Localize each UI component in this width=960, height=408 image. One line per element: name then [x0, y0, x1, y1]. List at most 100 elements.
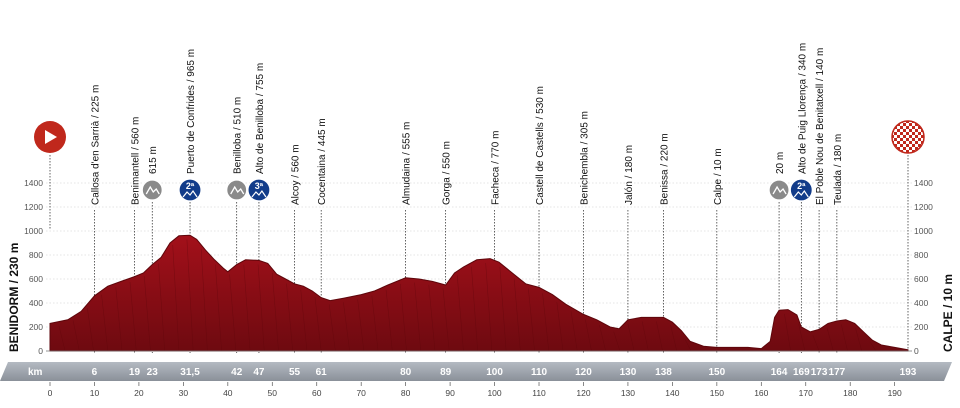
x-tick-label: 50	[268, 388, 278, 398]
x-tick-label: 190	[888, 388, 902, 398]
km-band-bar	[0, 362, 952, 381]
x-tick-label: 170	[799, 388, 813, 398]
waypoint-labels: Callosa d'en Sarrià / 225 m Benimantell /…	[90, 43, 843, 205]
y-tick-label-right: 400	[914, 298, 928, 308]
relief-streak	[798, 323, 806, 352]
start-finish-markers: BENIDORM / 230 m CALPE / 10 m	[7, 120, 955, 352]
y-tick-label-right: 1400	[914, 178, 933, 188]
relief-streak	[556, 301, 564, 352]
waypoint-label: Calpe / 10 m	[713, 148, 724, 205]
km-waypoint-label: 47	[253, 367, 265, 378]
km-waypoint-label: 130	[620, 367, 637, 378]
relief-streak	[584, 319, 592, 352]
relief-streak	[101, 294, 109, 352]
km-waypoint-label: 100	[486, 367, 503, 378]
elevation-profile	[46, 234, 912, 352]
relief-streak	[400, 283, 407, 352]
relief-streak	[656, 321, 663, 352]
waypoint-label: Puerto de Confrides / 965 m	[186, 49, 197, 174]
relief-streak	[570, 311, 578, 352]
km-waypoint-label: 164	[771, 367, 788, 378]
relief-streak	[542, 293, 550, 352]
relief-streak	[826, 327, 834, 352]
relief-streak	[271, 272, 279, 352]
km-waypoint-label: 55	[289, 367, 301, 378]
relief-streak	[599, 325, 606, 352]
climb-category-label: 2ª	[797, 181, 806, 191]
relief-streak	[243, 264, 251, 352]
km-waypoint-label: 138	[655, 367, 672, 378]
relief-streak	[58, 325, 66, 352]
relief-streak	[442, 288, 450, 352]
relief-streak	[314, 296, 322, 352]
climb-category-label: 3ª	[255, 181, 264, 191]
relief-streak	[869, 341, 877, 352]
relief-streak	[328, 304, 336, 352]
waypoint-label: Jalón / 180 m	[624, 145, 635, 205]
relief-streak	[684, 338, 692, 352]
relief-streak	[784, 313, 791, 352]
start-label: BENIDORM / 230 m	[7, 243, 21, 352]
y-tick-label-left: 1400	[24, 178, 43, 188]
relief-streak	[257, 264, 265, 352]
waypoint-label: Cocentaina / 445 m	[317, 118, 328, 205]
waypoint-label: Teulada / 180 m	[833, 134, 844, 205]
x-tick-label: 130	[621, 388, 635, 398]
x-tick-label: 160	[754, 388, 768, 398]
x-tick-label: 20	[134, 388, 144, 398]
x-tick-label: 30	[179, 388, 189, 398]
x-tick-label: 90	[445, 388, 455, 398]
x-tick-label: 40	[223, 388, 233, 398]
km-waypoint-label: 19	[129, 367, 141, 378]
climb-mountain-glyph	[251, 189, 267, 198]
relief-streak	[812, 334, 820, 352]
x-tick-label: 0	[48, 388, 53, 398]
waypoint-label: Alcoy / 560 m	[291, 144, 302, 205]
relief-streak	[513, 278, 521, 352]
relief-streak	[343, 302, 350, 352]
y-tick-label-right: 600	[914, 274, 928, 284]
climb-category-label: 2ª	[186, 181, 195, 191]
km-waypoint-label: 110	[531, 367, 548, 378]
km-waypoint-label: 42	[231, 367, 243, 378]
relief-streak	[499, 266, 507, 352]
y-tick-label-left: 600	[29, 274, 43, 284]
relief-streak	[613, 331, 621, 352]
x-tick-label: 180	[843, 388, 857, 398]
finish-flag-icon	[891, 120, 925, 154]
km-waypoint-label: 89	[440, 367, 452, 378]
waypoint-label: Alto de Benilloba / 755 m	[255, 63, 266, 174]
x-tick-label: 120	[576, 388, 590, 398]
relief-streak	[158, 263, 165, 352]
relief-streak	[357, 299, 365, 352]
relief-streak	[143, 276, 151, 352]
relief-streak	[115, 287, 123, 352]
sprint-mountain-glyph	[145, 185, 160, 195]
x-tick-label: 70	[356, 388, 366, 398]
waypoint-label: 20 m	[775, 152, 786, 174]
y-tick-label-left: 1000	[24, 226, 43, 236]
x-tick-label: 150	[710, 388, 724, 398]
km-unit-label: km	[28, 367, 43, 378]
y-tick-label-right: 1000	[914, 226, 933, 236]
km-waypoint-label: 169	[793, 367, 810, 378]
y-tick-label-right: 1200	[914, 202, 933, 212]
relief-streak	[670, 325, 678, 352]
relief-streak	[300, 289, 308, 352]
elevation-area	[49, 234, 909, 352]
waypoint-label: Gorga / 550 m	[442, 141, 453, 205]
relief-streak	[414, 282, 422, 352]
relief-streak	[855, 328, 863, 352]
y-tick-label-right: 0	[914, 346, 919, 356]
km-waypoint-label: 150	[708, 367, 725, 378]
relief-streak	[286, 283, 294, 352]
y-tick-label-left: 0	[38, 346, 43, 356]
x-tick-label: 110	[532, 388, 546, 398]
finish-label: CALPE / 10 m	[941, 274, 955, 352]
km-waypoint-label: 23	[147, 367, 159, 378]
waypoint-label: Benilloba / 510 m	[233, 97, 244, 174]
climb-mountain-glyph	[182, 189, 198, 198]
waypoint-label: Facheca / 770 m	[491, 131, 502, 205]
